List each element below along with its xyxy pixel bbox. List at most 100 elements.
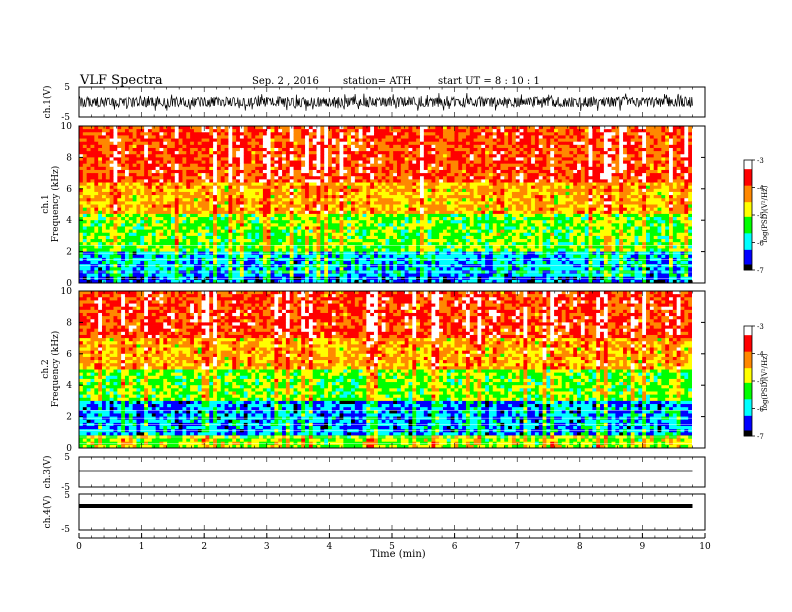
spectrogram-cell: [86, 213, 91, 218]
spectrogram-cell: [603, 169, 609, 174]
spectrogram-cell: [523, 176, 528, 180]
spectrogram-cell: [90, 173, 95, 177]
spectrogram-cell: [596, 213, 601, 218]
spectrogram-cell: [285, 132, 291, 136]
spectrogram-cell: [354, 138, 360, 143]
spectrogram-cell: [607, 191, 612, 196]
spectrogram-cell: [86, 144, 91, 149]
spectrogram-cell: [144, 198, 149, 202]
spectrogram-cell: [469, 198, 475, 202]
spectrogram-cell: [554, 160, 559, 165]
spectrogram-cell: [619, 182, 624, 187]
spectrogram-cell: [209, 173, 214, 177]
spectrogram-cell: [450, 169, 455, 174]
spectrogram-cell: [435, 144, 440, 149]
spectrogram-cell: [523, 151, 528, 155]
spectrogram-cell: [554, 207, 559, 212]
spectrogram-cell: [416, 126, 421, 130]
spectrogram-cell: [151, 144, 157, 149]
spectrogram-cell: [121, 213, 126, 218]
spectrogram-cell: [477, 141, 482, 146]
spectrogram-cell: [358, 185, 363, 190]
spectrogram-cell: [213, 157, 218, 161]
spectrogram-cell: [557, 141, 563, 146]
spectrogram-cell: [151, 132, 157, 136]
spectrogram-cell: [86, 204, 91, 209]
spectrogram-cell: [228, 191, 233, 196]
spectrogram-cell: [144, 144, 149, 149]
spectrogram-cell: [366, 163, 371, 168]
spectrogram-cell: [347, 169, 352, 174]
spectrogram-cell: [362, 173, 367, 177]
spectrogram-cell: [393, 176, 398, 180]
spectrogram-cell: [362, 126, 367, 130]
spectrogram-cell: [278, 185, 283, 190]
spectrogram-cell: [243, 160, 248, 165]
spectrogram-cell: [259, 166, 264, 171]
spectrogram-cell: [94, 166, 99, 171]
spectrogram-cell: [308, 210, 314, 215]
spectrogram-cell: [465, 201, 471, 205]
spectrogram-cell: [182, 132, 187, 136]
spectrogram-cell: [619, 176, 624, 180]
spectrogram-cell: [442, 188, 448, 193]
spectrogram-cell: [339, 132, 344, 136]
spectrogram-cell: [308, 166, 314, 171]
spectrogram-cell: [197, 151, 202, 155]
spectrogram-cell: [450, 154, 455, 158]
spectrogram-cell: [546, 160, 551, 165]
spectrogram-cell: [132, 195, 137, 199]
spectrogram-cell: [182, 176, 187, 180]
spectrogram-cell: [228, 157, 233, 161]
spectrogram-cell: [492, 217, 497, 221]
spectrogram-cell: [362, 151, 367, 155]
spectrogram-cell: [236, 217, 241, 221]
spectrogram-cell: [278, 220, 283, 224]
spectrogram-cell: [343, 210, 348, 215]
spectrogram-cell: [573, 173, 578, 177]
spectrogram-cell: [458, 188, 463, 193]
spectrogram-cell: [508, 163, 513, 168]
spectrogram-cell: [220, 126, 225, 130]
spectrogram-cell: [642, 144, 647, 149]
spectrogram-cell: [331, 126, 337, 130]
spectrogram-cell: [236, 154, 241, 158]
spectrogram-cell: [132, 144, 137, 149]
spectrogram-cell: [220, 144, 225, 149]
spectrogram-cell: [98, 217, 103, 221]
spectrogram-cell: [657, 207, 662, 212]
spectrogram-cell: [427, 144, 432, 149]
spectrogram-cell: [550, 217, 555, 221]
spectrogram-cell: [435, 195, 440, 199]
spectrogram-cell: [492, 173, 497, 177]
spectrogram-cell: [592, 207, 597, 212]
spectrogram-cell: [128, 207, 134, 212]
spectrogram-cell: [538, 129, 543, 133]
spectrogram-cell: [201, 204, 206, 209]
spectrogram-cell: [634, 126, 639, 130]
spectrogram-cell: [492, 132, 497, 136]
spectrogram-cell: [278, 207, 283, 212]
spectrogram-cell: [105, 217, 111, 221]
spectrogram-cell: [201, 176, 206, 180]
spectrogram-cell: [515, 188, 520, 193]
spectrogram-cell: [324, 163, 329, 168]
spectrogram-cell: [320, 213, 325, 218]
spectrogram-cell: [247, 138, 252, 143]
spectrogram-cell: [592, 204, 597, 209]
spectrogram-cell: [94, 176, 99, 180]
spectrogram-cell: [584, 166, 589, 171]
spectrogram-cell: [316, 179, 321, 183]
spectrogram-cell: [381, 154, 386, 158]
spectrogram-cell: [577, 126, 582, 130]
spectrogram-cell: [485, 217, 490, 221]
spectrogram-cell: [255, 191, 260, 196]
spectrogram-cell: [630, 213, 635, 218]
spectrogram-cell: [419, 132, 425, 136]
spectrogram-cell: [531, 132, 536, 136]
spectrogram-cell: [554, 169, 559, 174]
spectrogram-cell: [427, 217, 432, 221]
spectrogram-cell: [79, 147, 84, 152]
spectrogram-cell: [676, 135, 681, 139]
spectrogram-cell: [362, 191, 367, 196]
